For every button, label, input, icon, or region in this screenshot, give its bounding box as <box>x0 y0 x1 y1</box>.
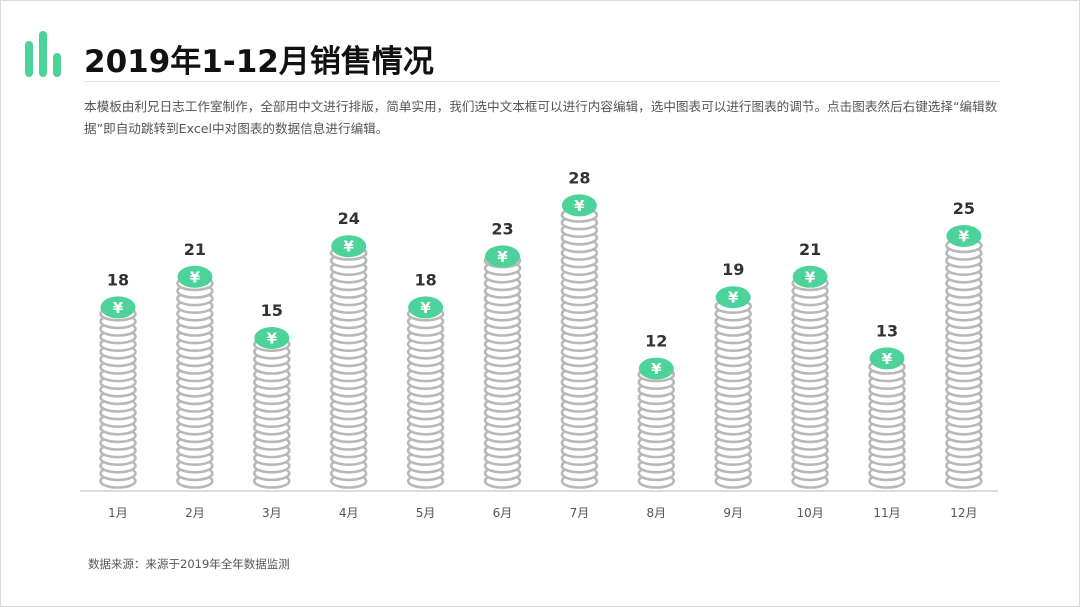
yen-symbol: ¥ <box>959 228 970 246</box>
coin-stack <box>176 275 214 489</box>
yen-symbol: ¥ <box>343 238 354 256</box>
yen-symbol: ¥ <box>882 350 893 368</box>
yen-coin-icon <box>946 225 982 247</box>
bar-8[interactable]: ¥12 8月 <box>637 332 676 520</box>
yen-coin-icon <box>715 286 751 309</box>
yen-symbol: ¥ <box>651 360 662 378</box>
category-label: 1月 <box>108 506 128 520</box>
category-label: 11月 <box>873 506 900 520</box>
bar-1[interactable]: ¥18 1月 <box>99 270 137 520</box>
category-label: 4月 <box>339 506 359 520</box>
title-divider <box>84 81 1000 82</box>
coin-stack <box>329 245 368 489</box>
yen-coin-icon <box>331 235 367 258</box>
category-label: 9月 <box>723 506 743 520</box>
category-label: 7月 <box>570 506 590 520</box>
bar-chart-icon <box>25 31 61 77</box>
bar-3[interactable]: ¥15 3月 <box>252 301 291 520</box>
category-label: 12月 <box>950 506 977 520</box>
value-label: 21 <box>799 240 821 259</box>
yen-coin-icon <box>561 194 597 217</box>
coin-stack <box>637 366 676 489</box>
coin-stack <box>406 305 445 489</box>
value-label: 15 <box>261 301 283 320</box>
yen-symbol: ¥ <box>574 197 585 215</box>
coin-stack <box>483 252 522 489</box>
yen-symbol: ¥ <box>728 289 739 307</box>
value-label: 28 <box>568 168 590 187</box>
coin-stack <box>791 275 829 489</box>
value-label: 19 <box>722 260 744 279</box>
coin-stack <box>99 305 137 489</box>
value-label: 24 <box>338 209 360 228</box>
yen-coin-icon <box>408 296 444 319</box>
bar-10[interactable]: ¥21 10月 <box>791 240 829 520</box>
category-label: 3月 <box>262 506 282 520</box>
yen-symbol: ¥ <box>113 299 124 317</box>
bar-9[interactable]: ¥19 9月 <box>714 260 753 520</box>
value-label: 18 <box>107 270 129 289</box>
value-label: 25 <box>953 199 975 218</box>
value-label: 18 <box>414 270 436 289</box>
coin-stack <box>714 298 753 489</box>
yen-coin-icon <box>792 265 828 288</box>
category-label: 10月 <box>796 506 823 520</box>
category-label: 2月 <box>185 506 205 520</box>
bar-4[interactable]: ¥24 4月 <box>329 209 368 520</box>
bar-11[interactable]: ¥13 11月 <box>868 321 906 520</box>
value-label: 12 <box>645 332 667 351</box>
category-label: 8月 <box>646 506 666 520</box>
yen-symbol: ¥ <box>267 330 278 348</box>
description-text: 本模板由利兄日志工作室制作，全部用中文进行排版，简单实用，我们选中文本框可以进行… <box>84 99 998 136</box>
coin-stack <box>252 336 291 489</box>
bar-12[interactable]: ¥25 12月 <box>945 199 983 520</box>
bar-7[interactable]: ¥28 7月 <box>560 168 599 520</box>
bar-2[interactable]: ¥21 2月 <box>176 240 214 520</box>
category-label: 6月 <box>493 506 513 520</box>
bar-6[interactable]: ¥23 6月 <box>483 219 522 520</box>
yen-coin-icon <box>254 327 290 349</box>
yen-symbol: ¥ <box>420 299 431 317</box>
yen-coin-icon <box>485 245 520 268</box>
yen-symbol: ¥ <box>190 268 201 286</box>
yen-coin-icon <box>177 265 213 288</box>
yen-coin-icon <box>100 296 136 319</box>
coin-stack <box>945 237 983 489</box>
value-label: 23 <box>491 219 513 238</box>
yen-symbol: ¥ <box>497 248 508 266</box>
yen-coin-icon <box>638 357 674 380</box>
yen-coin-icon <box>869 347 905 370</box>
page-title: 2019年1-12月销售情况 <box>84 44 434 80</box>
coin-stack <box>868 359 906 489</box>
data-source-note: 数据来源：来源于2019年全年数据监测 <box>88 557 290 571</box>
coin-stack <box>560 207 599 489</box>
bar-5[interactable]: ¥18 5月 <box>406 270 445 520</box>
category-label: 5月 <box>416 506 436 520</box>
value-label: 21 <box>184 240 206 259</box>
yen-symbol: ¥ <box>805 268 816 286</box>
value-label: 13 <box>876 321 898 340</box>
